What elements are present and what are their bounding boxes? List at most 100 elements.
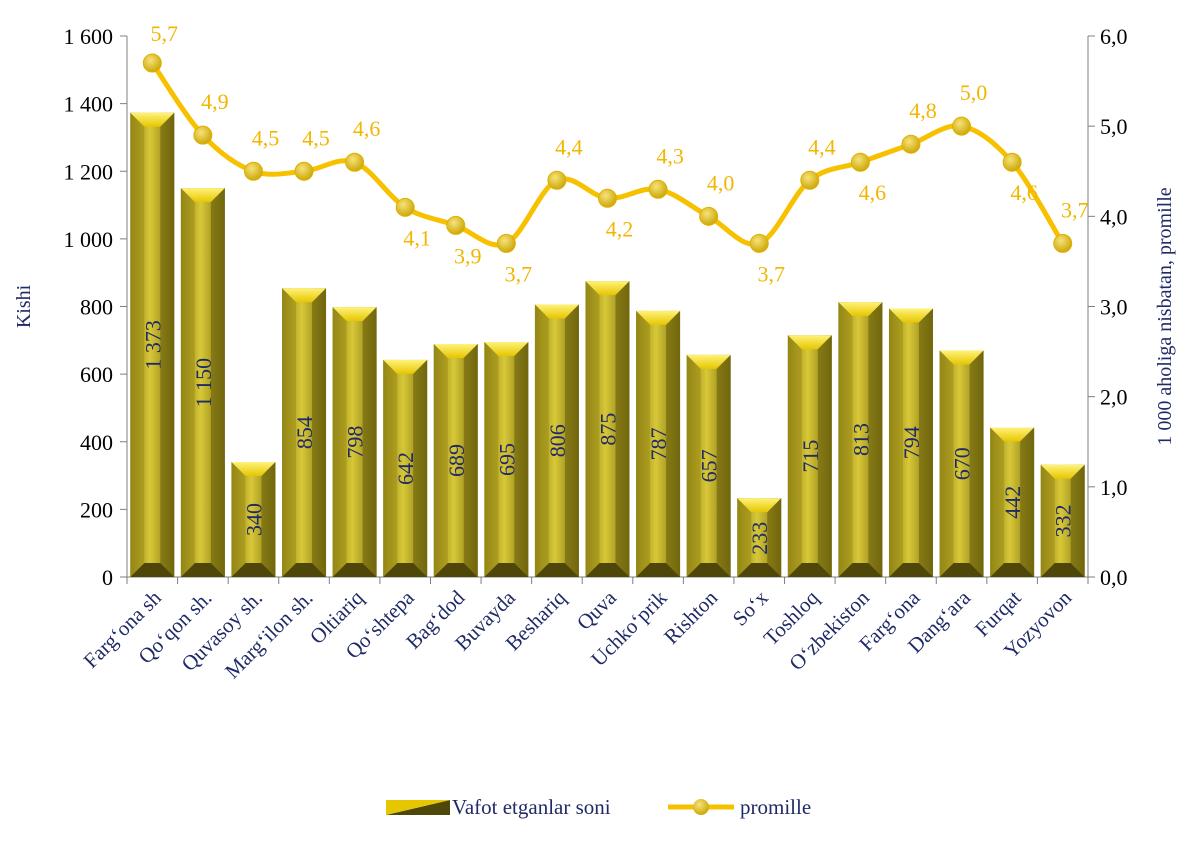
bar-bottom-bevel: [534, 563, 579, 577]
promille-point: [648, 179, 668, 199]
bar-left-bevel: [636, 310, 651, 577]
bar-top-bevel: [433, 344, 478, 359]
bar-left-bevel: [231, 462, 246, 577]
bar: [888, 308, 933, 577]
bar-value-label: 689: [444, 444, 469, 477]
bar: [838, 302, 883, 577]
bar-bottom-bevel: [787, 563, 832, 577]
promille-value-label: 4,6: [1010, 180, 1038, 205]
right-tick-label: 4,0: [1100, 204, 1128, 229]
bar-left-bevel: [838, 302, 853, 577]
bar-top-bevel: [636, 310, 681, 325]
left-tick-label: 1 200: [64, 159, 114, 184]
bar-value-label: 794: [899, 426, 924, 459]
bar-value-label: 787: [646, 427, 671, 460]
bar-left-bevel: [686, 354, 701, 577]
bar-top-bevel: [383, 359, 428, 374]
bar-right-bevel: [716, 354, 731, 577]
bar-value-label: 813: [848, 423, 873, 456]
bar-right-bevel: [1070, 464, 1085, 577]
bar-bottom-bevel: [737, 563, 782, 577]
bar-top-bevel: [534, 304, 579, 319]
bar-bottom-bevel: [484, 563, 529, 577]
bar-bottom-bevel: [433, 563, 478, 577]
bar-value-label: 806: [545, 424, 570, 457]
left-tick-label: 1 600: [64, 24, 114, 49]
promille-value-label: 4,5: [302, 125, 330, 150]
bar-left-bevel: [383, 359, 398, 577]
bar-right-bevel: [615, 281, 630, 577]
promille-point: [749, 233, 769, 253]
bar-top-bevel: [888, 308, 933, 323]
promille-value-label: 4,6: [859, 180, 887, 205]
promille-value-label: 4,6: [353, 116, 381, 141]
legend-bar-swatch-top: [386, 800, 450, 815]
promille-value-label: 5,0: [960, 80, 988, 105]
promille-value-label: 5,7: [151, 21, 179, 46]
bar-left-bevel: [888, 308, 903, 577]
promille-point: [800, 170, 820, 190]
bar-right-bevel: [160, 112, 175, 578]
bar: [1040, 464, 1085, 577]
bar-value-label: 695: [494, 443, 519, 476]
bar-bottom-bevel: [130, 563, 175, 577]
bar-value-label: 642: [393, 452, 418, 485]
bar-value-label: 1 150: [191, 358, 216, 408]
left-tick-label: 1 400: [64, 92, 114, 117]
bar-bottom-bevel: [282, 563, 327, 577]
bar-bottom-bevel: [180, 563, 225, 577]
bar-bottom-bevel: [888, 563, 933, 577]
left-tick-label: 200: [80, 497, 113, 522]
promille-point: [345, 152, 365, 172]
bar: [484, 342, 529, 577]
promille-value-label: 3,9: [454, 243, 482, 268]
promille-point: [193, 125, 213, 145]
bar-value-label: 657: [697, 449, 722, 482]
bar: [383, 359, 428, 577]
bar-top-bevel: [282, 288, 327, 303]
category-label: Rishton: [659, 585, 723, 649]
bar-top-bevel: [838, 302, 883, 317]
legend-point-swatch: [693, 799, 709, 815]
promille-point: [294, 161, 314, 181]
bar-left-bevel: [484, 342, 499, 577]
bar-top-bevel: [737, 498, 782, 513]
legend-item-bars: Vafot etganlar soni: [386, 795, 611, 819]
bar: [130, 112, 175, 578]
promille-value-label: 4,8: [909, 98, 937, 123]
left-tick-label: 400: [80, 430, 113, 455]
bar: [282, 288, 327, 577]
promille-point: [142, 53, 162, 73]
promille-point: [547, 170, 567, 190]
promille-point: [699, 206, 719, 226]
right-axis-title: 1 000 aholiga nisbatan, promille: [1154, 187, 1176, 445]
right-tick-label: 0,0: [1100, 565, 1128, 590]
promille-point: [850, 152, 870, 172]
category-label: So‘x: [728, 585, 773, 630]
bar: [332, 307, 377, 577]
bar-right-bevel: [210, 188, 225, 577]
bar-value-label: 715: [798, 440, 823, 473]
bar-right-bevel: [564, 304, 579, 577]
legend-label: Vafot etganlar soni: [452, 795, 611, 819]
promille-point: [1053, 233, 1073, 253]
bar-bottom-bevel: [231, 563, 276, 577]
bar-value-label: 875: [596, 413, 621, 446]
bar-bottom-bevel: [686, 563, 731, 577]
bar-left-bevel: [282, 288, 297, 577]
promille-value-label: 4,4: [808, 134, 836, 159]
data-labels: 1 373 1 150 340 854 798 642 689 695 806 875 787 657…: [140, 21, 1088, 555]
bar-bottom-bevel: [838, 563, 883, 577]
bar-right-bevel: [261, 462, 276, 577]
bar-left-bevel: [180, 188, 195, 577]
legend-item-line: promille: [668, 795, 811, 819]
promille-value-label: 3,7: [505, 261, 533, 286]
right-tick-label: 1,0: [1100, 475, 1128, 500]
bar-left-bevel: [787, 335, 802, 577]
bar-right-bevel: [969, 350, 984, 577]
bar-right-bevel: [1020, 427, 1035, 577]
bar: [686, 354, 731, 577]
bar-left-bevel: [534, 304, 549, 577]
bar-top-bevel: [686, 354, 731, 369]
bar-left-bevel: [1040, 464, 1055, 577]
